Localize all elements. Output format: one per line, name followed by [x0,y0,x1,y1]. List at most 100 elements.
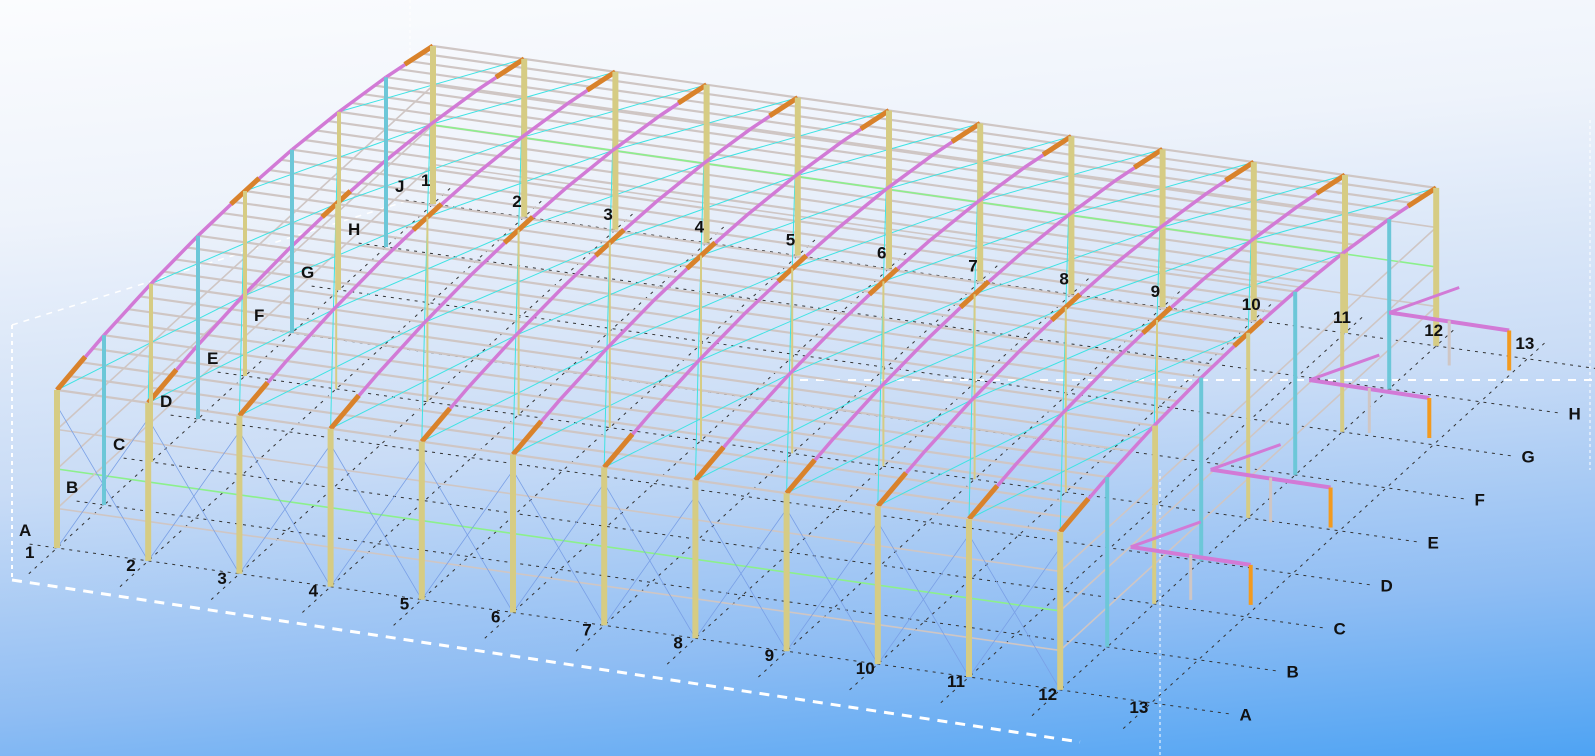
haunch [875,471,908,508]
roof-purlin [139,295,1143,440]
roof-bracing [1156,227,1161,321]
haunch [1058,496,1091,534]
rafter [793,140,844,178]
roof-bracing [238,296,243,416]
roof-purlin [409,60,1413,205]
roof-purlin [397,67,1402,213]
wall-girt [56,428,1061,573]
rafter [838,187,888,229]
grid-label-front-9: 9 [765,646,774,665]
roof-bracing [518,137,522,230]
wall-girt [432,124,1437,268]
grid-label-front-12: 12 [1038,685,1057,704]
wall-bracing [330,444,423,600]
grid-label-left-D: D [160,392,172,411]
grid-label-left-A: A [19,521,31,540]
work-area-edge [11,199,411,326]
rafter [970,350,1021,402]
rafter [1202,239,1253,281]
grid-label-back-12: 12 [1424,321,1443,340]
wall-girt [56,468,1061,612]
grid-label-front-13: 13 [1129,698,1148,717]
rafter [520,101,570,139]
haunch [602,432,635,470]
grid-line-A [29,543,1234,715]
grid-label-back-6: 6 [877,244,886,263]
roof-purlin [186,246,1190,391]
wall-bracing [695,495,787,652]
canopy-beam [1210,443,1282,471]
wall-girt [56,507,1061,652]
grid-label-front-10: 10 [856,659,875,678]
roof-bracing [968,399,973,520]
wall-bracing [147,418,240,575]
roof-purlin [162,270,1167,415]
rafter [290,110,341,152]
rafter [564,149,614,190]
grid-label-left-C: C [113,435,125,454]
roof-bracing [609,150,614,243]
haunch [328,393,361,431]
grid-line-E [217,371,1422,543]
rafter [193,295,244,350]
rafter [514,286,565,337]
haunch [950,121,982,144]
grid-label-back-4: 4 [695,218,705,237]
grid-label-right-A: A [1239,705,1251,724]
roof-bracing [786,374,790,494]
rafter [337,75,388,114]
haunch [784,458,817,495]
haunch [419,406,452,444]
rafter [655,161,705,203]
rafter [1020,213,1070,255]
rafter [1061,363,1112,414]
rafter [1014,411,1065,466]
grid-label-right-F: F [1474,490,1484,509]
grid-label-back-1: 1 [421,171,430,190]
roof-purlin [362,92,1366,238]
roof-bracing [877,386,882,507]
rafter [149,234,200,285]
grid-label-right-H: H [1568,404,1580,423]
roof-purlin [209,223,1214,368]
rafter [467,334,518,388]
roof-purlin [92,347,1096,492]
roof-bracing [1059,412,1064,532]
roof-bracing [1247,240,1252,333]
wall-bracing [421,457,514,613]
roof-bracing [330,309,334,429]
roof-purlin [68,374,1073,519]
grid-label-front-3: 3 [217,569,226,588]
roof-bracing [1065,214,1070,308]
rafter [611,114,661,152]
rafter [788,324,838,376]
haunch [1041,134,1073,157]
grid-label-front-1: 1 [25,543,34,562]
wall-bracing [786,508,879,665]
wall-bracing [968,534,1061,691]
grid-label-back-8: 8 [1059,269,1068,288]
rafter [976,166,1026,204]
roof-bracing [694,361,699,481]
rafter [1152,376,1203,427]
roof-purlin [233,200,1237,345]
grid-label-left-J: J [395,177,404,196]
grid-label-left-H: H [348,220,360,239]
rafter [558,347,609,401]
rafter [423,273,473,324]
haunch [494,56,526,80]
rafter [696,311,747,363]
work-area-edge [11,578,1081,744]
grid-label-right-D: D [1380,576,1392,595]
haunch [859,108,891,131]
haunch [693,445,726,482]
grid-line-C [123,457,1328,629]
rafter [832,385,882,440]
rafter [285,308,335,363]
grid-label-front-2: 2 [126,556,135,575]
grid-label-back-2: 2 [512,192,521,211]
rafter [702,127,752,165]
rafter [1111,226,1161,268]
